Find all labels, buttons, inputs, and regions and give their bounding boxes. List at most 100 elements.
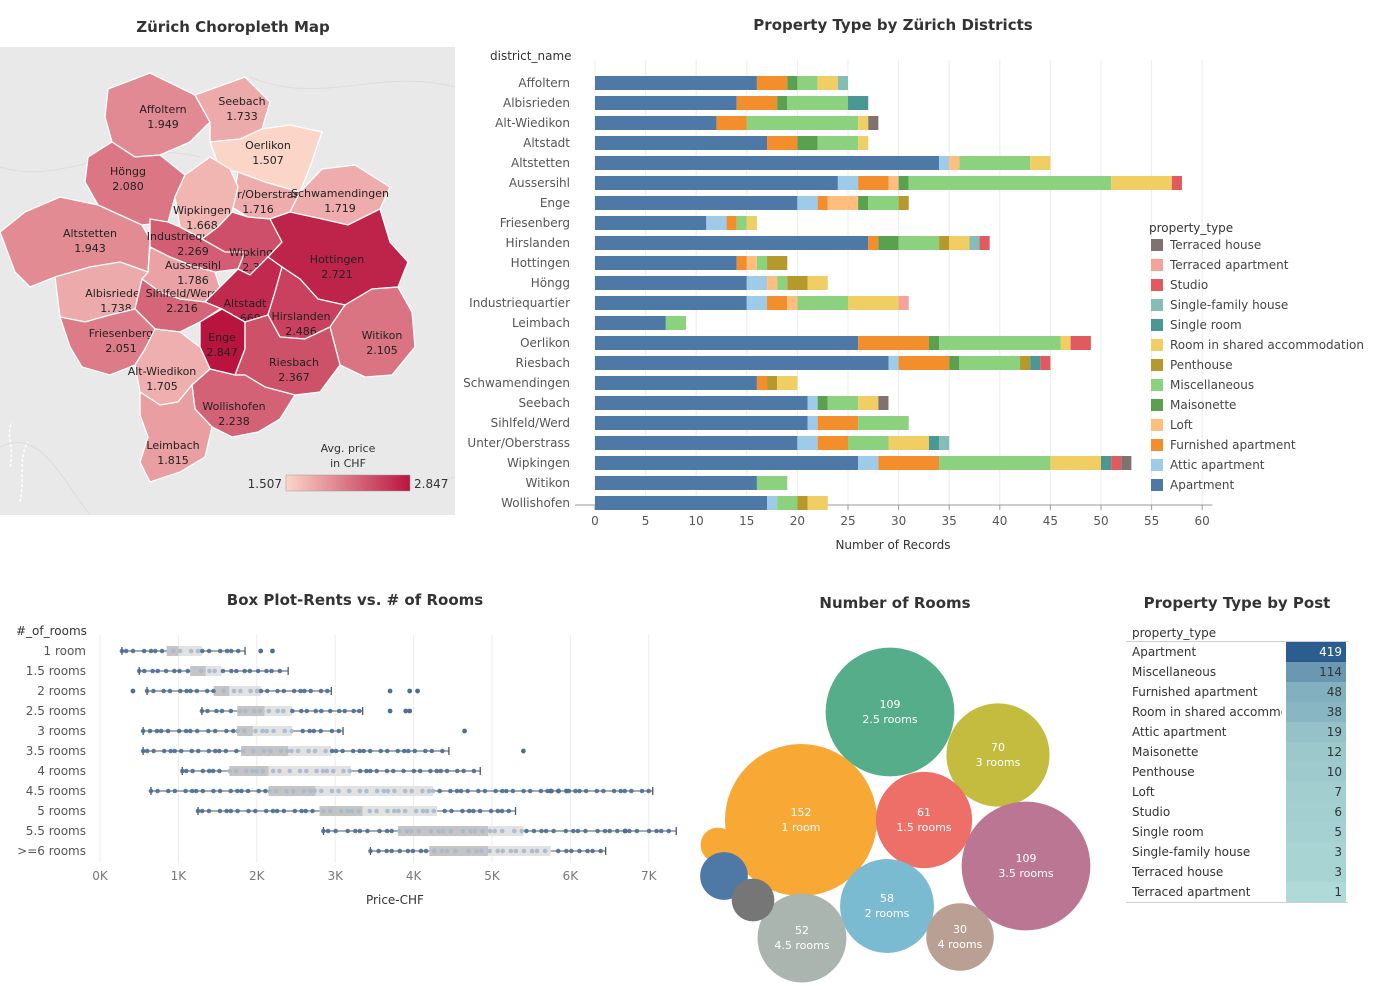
data-point	[404, 828, 410, 834]
data-point	[217, 788, 223, 794]
data-point	[281, 808, 287, 814]
legend-min-label: 1.507	[248, 477, 282, 491]
data-point	[327, 808, 333, 814]
bar-segment	[767, 296, 788, 310]
data-point	[148, 788, 154, 794]
district-value-label: 2.105	[366, 344, 398, 357]
data-point	[155, 668, 161, 674]
bar-segment	[928, 436, 940, 450]
category-label: Alt-Wiedikon	[495, 116, 570, 130]
legend-swatch	[1151, 339, 1163, 351]
data-point	[260, 728, 265, 734]
data-point	[426, 788, 432, 794]
bar-segment	[767, 136, 798, 150]
category-label: 4 rooms	[37, 764, 86, 778]
legend-swatch	[1151, 419, 1163, 431]
district-name-label: Enge	[208, 331, 236, 344]
table-value-cell: 419	[1286, 642, 1346, 662]
data-point	[248, 688, 253, 694]
bar-segment	[807, 276, 828, 290]
bar-segment	[797, 296, 848, 310]
data-point	[193, 788, 199, 794]
data-point	[377, 828, 382, 834]
data-point	[590, 848, 595, 854]
table-row: Single room 5	[1126, 822, 1348, 842]
legend-swatch	[1151, 459, 1163, 471]
data-point	[297, 768, 303, 774]
bar-segment	[595, 436, 798, 450]
category-label: >=6 rooms	[17, 844, 86, 858]
data-point	[428, 768, 433, 774]
data-point	[646, 788, 651, 794]
table-row-label: Terraced house	[1132, 865, 1224, 879]
outlier-point	[564, 788, 569, 794]
outlier-point	[258, 648, 264, 654]
bar-segment	[817, 396, 828, 410]
bar-segment	[928, 336, 940, 350]
bubble	[825, 647, 955, 777]
district-value-label: 2.486	[285, 325, 317, 338]
bar-segment	[949, 356, 960, 370]
table-row: Room in shared accommo.. 38	[1126, 702, 1348, 722]
data-point	[140, 748, 146, 754]
bar-segment	[756, 476, 788, 490]
data-point	[284, 788, 289, 794]
bar-segment	[878, 456, 940, 470]
category-label: Hottingen	[511, 256, 570, 270]
data-point	[235, 788, 240, 794]
category-label: 2.5 rooms	[26, 704, 86, 718]
data-point	[176, 728, 182, 734]
data-point	[401, 748, 407, 754]
district-value-label: 1.949	[147, 118, 179, 131]
data-point	[206, 768, 212, 774]
data-point	[555, 848, 561, 854]
data-point	[323, 748, 328, 754]
bar-segment	[736, 216, 747, 230]
data-point	[622, 788, 628, 794]
district-region	[104, 72, 211, 158]
bar-segment	[979, 236, 990, 250]
legend-swatch	[1151, 379, 1163, 391]
x-tick-label: 6K	[563, 869, 580, 883]
data-point	[336, 728, 342, 734]
x-tick-label: 7K	[641, 869, 658, 883]
data-point	[247, 668, 253, 674]
data-point	[246, 808, 251, 814]
legend-label: Miscellaneous	[1170, 378, 1254, 392]
data-point	[314, 768, 319, 774]
data-point	[224, 808, 229, 814]
data-point	[269, 668, 274, 674]
data-point	[289, 748, 294, 754]
bar-segment	[787, 276, 808, 290]
bubble-chart: 109 2.5 rooms 70 3 rooms 152 1 room 61 1.5 room…	[700, 647, 1091, 983]
data-point	[172, 788, 178, 794]
table-row: Single-family house 3	[1126, 842, 1348, 862]
table-row: Apartment 419	[1126, 642, 1348, 662]
x-tick-label: 35	[942, 514, 957, 528]
data-point	[436, 828, 441, 834]
data-point	[367, 808, 373, 814]
data-point	[411, 768, 417, 774]
data-point	[385, 808, 390, 814]
bar-segment	[595, 136, 768, 150]
category-label: Sihlfeld/Werd	[491, 416, 570, 430]
data-point	[495, 808, 501, 814]
data-point	[159, 648, 165, 654]
data-point	[429, 748, 435, 754]
category-label: 1.5 rooms	[26, 664, 86, 678]
data-point	[130, 648, 136, 654]
data-point	[527, 788, 533, 794]
data-point	[188, 688, 193, 694]
bar-segment	[848, 296, 899, 310]
data-point	[356, 808, 362, 814]
box-upper	[488, 846, 551, 856]
choropleth-map[interactable]: Affoltern 1.949 Seebach 1.733 Oerlikon 1.507 H…	[0, 47, 455, 515]
data-point	[458, 788, 464, 794]
data-point	[300, 728, 306, 734]
data-point	[499, 828, 505, 834]
map-title: Zürich Choropleth Map	[136, 18, 330, 36]
bar-segment	[888, 436, 929, 450]
data-point	[254, 688, 260, 694]
table-bottom-border	[1126, 902, 1348, 903]
data-point	[155, 788, 160, 794]
